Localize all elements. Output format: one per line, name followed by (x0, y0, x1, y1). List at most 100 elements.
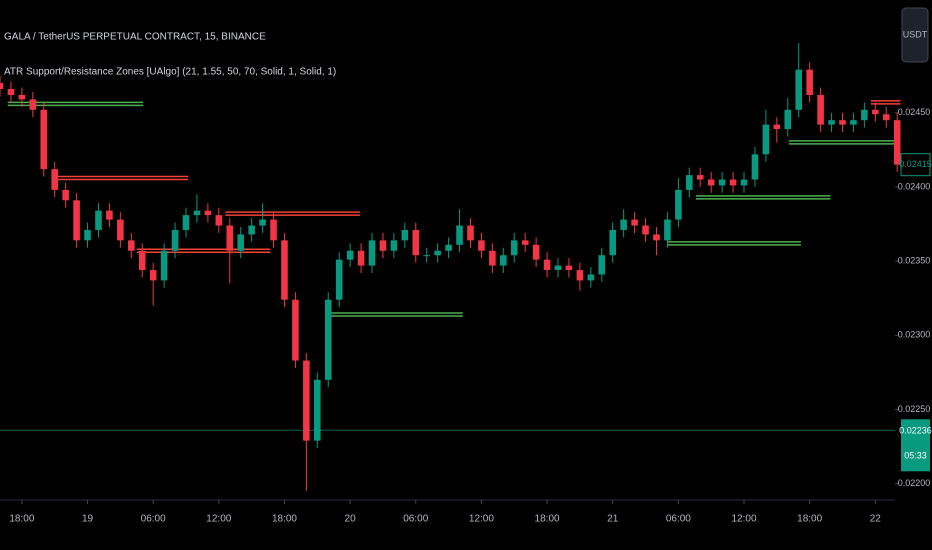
candle-body (281, 240, 288, 300)
candle-body (357, 250, 365, 266)
x-tick-label: 06:00 (403, 514, 428, 525)
candle-body (642, 225, 649, 235)
candle-body (620, 219, 627, 230)
y-tick-label: 0.02200 (898, 478, 931, 488)
candle-body (62, 189, 69, 201)
candle-body (762, 124, 770, 155)
candle-body (0, 83, 4, 90)
candle-body (861, 109, 868, 121)
candle-body (576, 270, 584, 281)
candle-body (740, 179, 748, 186)
candle-body (226, 225, 234, 251)
candle-body (653, 234, 660, 241)
candle-body (390, 240, 398, 251)
candle-body (95, 210, 102, 230)
currency-label: USDT (903, 29, 928, 39)
candle-body (598, 255, 606, 275)
candle-body (817, 94, 824, 125)
candle-body (346, 250, 354, 260)
candle-body (324, 299, 332, 380)
candle-body (773, 124, 781, 130)
candle-body (412, 229, 420, 256)
y-tick-label: 0.02300 (898, 330, 931, 340)
candle-body (893, 120, 901, 165)
candle-body (259, 219, 266, 226)
candle-body (204, 210, 212, 216)
candle-body (751, 154, 759, 180)
candle-body (106, 210, 113, 220)
candle-body (795, 69, 802, 110)
candle-body (84, 229, 91, 241)
candle-body (160, 250, 168, 281)
candle-body (828, 120, 835, 125)
y-tick-label: 0.02350 (898, 256, 931, 266)
x-tick-label: 18:00 (797, 514, 822, 525)
candle-body (215, 215, 223, 226)
candle-body (248, 225, 255, 235)
candle-body (117, 219, 124, 241)
indicator-title: ATR Support/Resistance Zones [UAlgo] (21… (4, 67, 336, 78)
x-tick-label: 06:00 (141, 514, 166, 525)
candle-body (532, 244, 540, 260)
candle-body (73, 200, 80, 241)
candle-body (335, 259, 343, 300)
candle-body (839, 120, 846, 125)
candle-body (149, 270, 157, 281)
candle-body (664, 219, 671, 241)
candle-body (423, 255, 430, 257)
x-tick-label: 06:00 (666, 514, 691, 525)
candle-body (686, 175, 693, 190)
candle-body (171, 229, 179, 251)
candle-body (707, 179, 715, 186)
candle-body (379, 240, 387, 251)
candle-body (521, 240, 529, 245)
candle-body (270, 219, 277, 241)
currency-button[interactable] (901, 7, 929, 63)
candle-body (489, 250, 496, 266)
y-tick-label: 0.02450 (898, 107, 931, 117)
x-tick-label: 18:00 (535, 514, 560, 525)
x-tick-label: 19 (82, 514, 94, 525)
candle-body (729, 179, 737, 186)
candle-body (543, 259, 551, 271)
candle-body (368, 240, 376, 266)
candle-body (128, 240, 135, 251)
last-price-box (900, 153, 931, 177)
candle-body (872, 109, 879, 115)
x-tick-label: 12:00 (731, 514, 756, 525)
candle-body (51, 169, 58, 190)
candle-body (631, 219, 638, 226)
countdown-label: 05:33 (904, 451, 927, 461)
candle-body (609, 229, 616, 256)
candle-body (18, 94, 26, 100)
candle-body (182, 215, 190, 230)
candle-body (718, 179, 726, 186)
candle-body (554, 265, 562, 271)
candle-body (565, 265, 573, 271)
candle-body (456, 225, 463, 245)
candle-body (806, 69, 813, 95)
x-tick-label: 12:00 (206, 514, 231, 525)
y-tick-label: 0.02250 (898, 404, 931, 414)
x-tick-label: 18:00 (272, 514, 297, 525)
chart-title: GALA / TetherUS PERPETUAL CONTRACT, 15, … (4, 32, 266, 43)
candle-body (7, 89, 15, 95)
last-price-label: 0.02415 (899, 159, 932, 169)
candle-body (510, 240, 518, 256)
candle-body (292, 299, 299, 361)
y-tick-label: 0.02400 (898, 181, 931, 191)
candle-body (478, 240, 485, 251)
candle-body (445, 244, 452, 251)
candle-body (237, 234, 244, 251)
candle-body (500, 255, 507, 266)
x-tick-label: 18:00 (9, 514, 34, 525)
x-tick-label: 22 (870, 514, 882, 525)
candle-body (850, 120, 857, 125)
candle-body (303, 360, 310, 441)
candle-body (467, 225, 474, 241)
x-tick-label: 12:00 (469, 514, 494, 525)
candle-body (29, 99, 37, 110)
candle-body (434, 250, 441, 256)
candle-body (882, 114, 890, 121)
